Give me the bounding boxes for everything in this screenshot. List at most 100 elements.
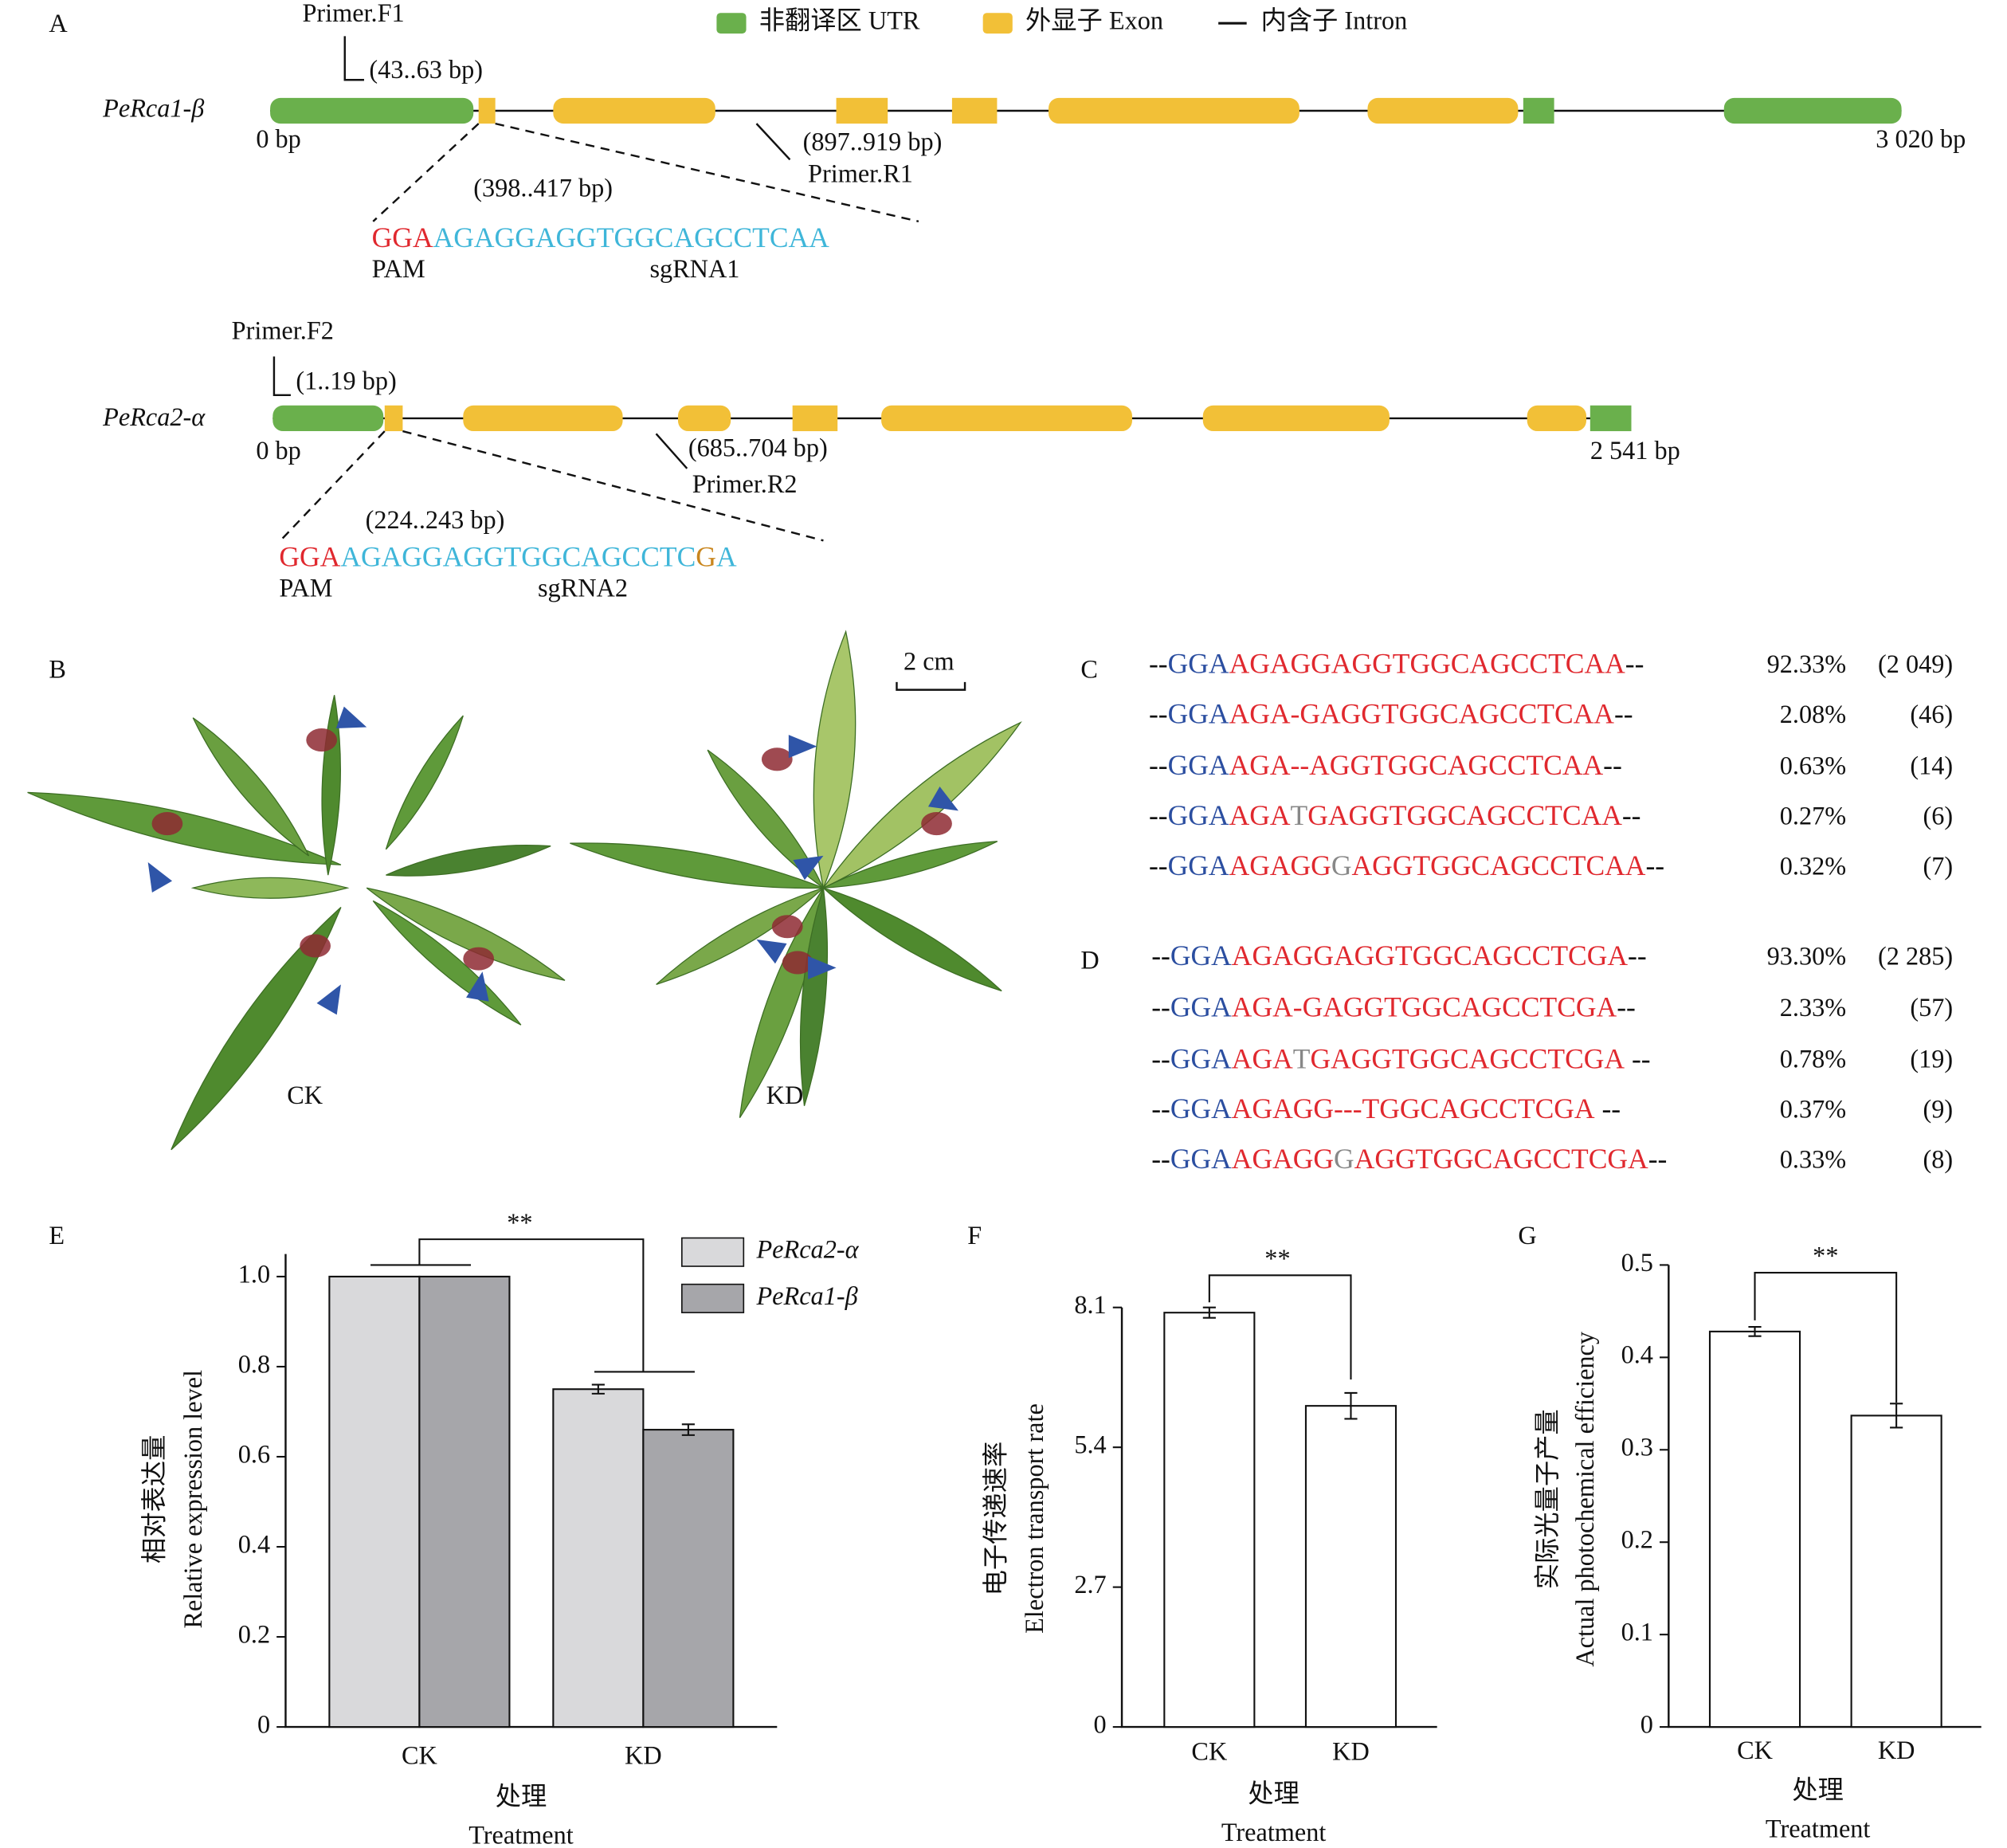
arrowhead (788, 735, 817, 759)
sequence-segment: A (716, 541, 737, 573)
sequence-segment: AGAGG---TGGCAGCCTCGA (1232, 1093, 1595, 1124)
primer-r: Primer.R2 (692, 469, 798, 498)
plant-label: KD (766, 1081, 804, 1109)
site-range: (398..417 bp) (473, 174, 613, 202)
legend-swatch (681, 1237, 745, 1267)
leaf (386, 845, 551, 877)
sequence-segment: GAGGTGGCAGCCTCGA (1310, 1042, 1625, 1074)
sequence-segment: GGA (279, 541, 340, 573)
x-axis-label: Treatment (1221, 1818, 1327, 1846)
sequence-segment: G (1331, 849, 1352, 881)
leaf (813, 630, 857, 890)
significance-label: ** (1264, 1244, 1290, 1273)
sequence-segment: -- (1617, 991, 1636, 1023)
start-label: 0 bp (256, 124, 301, 153)
sequence-segment: -- (1645, 849, 1664, 881)
percent: 0.63% (1780, 751, 1846, 780)
read-count: (7) (1923, 851, 1954, 880)
sgrna-label: sgRNA2 (538, 574, 628, 602)
y-tick-label: 1.0 (238, 1259, 270, 1288)
x-axis-label: 处理 (1248, 1779, 1299, 1808)
sequence-segment: GGA (1170, 940, 1232, 971)
zoom-lines (280, 430, 824, 542)
exon (553, 97, 715, 124)
site-range: (224..243 bp) (366, 505, 505, 534)
legend-swatch (982, 13, 1013, 34)
y-tick-label: 0 (1640, 1710, 1653, 1739)
utr (272, 405, 384, 432)
panel-label: E (49, 1221, 65, 1250)
exon (677, 405, 731, 432)
leaf (366, 887, 566, 981)
percent: 0.78% (1780, 1045, 1846, 1073)
y-axis-label: 电子传递速率 (981, 1442, 1009, 1596)
sequence-segment: G (696, 541, 716, 573)
sequence-segment: GGA (1168, 849, 1229, 881)
scale-bar-label: 2 cm (904, 647, 955, 676)
primer-leader (755, 123, 791, 161)
utr (1523, 97, 1554, 124)
read-count: (14) (1910, 751, 1953, 780)
primer-bracket (272, 356, 291, 397)
leaf (570, 842, 824, 889)
bar (1708, 1330, 1801, 1728)
y-axis-label: Electron transport rate (1020, 1403, 1049, 1634)
utr (270, 97, 474, 124)
bar (328, 1275, 421, 1728)
sequence-segment: AGA--AGGTGGCAGCCTCAA (1229, 749, 1604, 781)
y-tick-label: 2.7 (1074, 1570, 1106, 1599)
pam-label: PAM (279, 574, 332, 602)
arrowhead (793, 855, 824, 881)
y-tick-label: 8.1 (1074, 1290, 1106, 1319)
error-bar (1344, 1391, 1358, 1420)
red-band (921, 812, 952, 836)
y-tick-label: 0.5 (1621, 1248, 1653, 1277)
sequence: --GGAAGAGGAGGTGGCAGCCTCGA-- (1151, 940, 1647, 971)
read-count: (8) (1923, 1145, 1954, 1174)
read-count: (46) (1910, 700, 1953, 728)
bar (642, 1429, 735, 1728)
sequence-segment: -- (1151, 1093, 1170, 1124)
legend-label: 外显子 Exon (1025, 6, 1163, 35)
x-tick-label: CK (402, 1740, 437, 1769)
sequence-segment: GGA (1170, 1143, 1232, 1175)
percent: 0.37% (1780, 1095, 1846, 1124)
sequence-segment: -- (1149, 799, 1168, 831)
end-label: 2 541 bp (1590, 436, 1680, 465)
y-tick-label: 0.2 (1621, 1525, 1653, 1554)
exon (951, 97, 998, 124)
sequence-segment: -- (1151, 940, 1170, 971)
significance-bracket (1754, 1272, 1898, 1403)
leaf (385, 715, 464, 850)
sequence-segment: T (1291, 799, 1308, 831)
read-count: (2 049) (1878, 649, 1953, 678)
sequence-segment: AGAGGAGGTGGCAGCCTCGA (1232, 940, 1629, 971)
sequence-segment: AGAGG (1232, 1143, 1334, 1175)
red-band (300, 934, 331, 958)
percent: 92.33% (1767, 649, 1847, 678)
exon (1202, 405, 1390, 432)
panel-label: B (49, 654, 66, 683)
sequence: --GGAAGA-GAGGTGGCAGCCTCAA-- (1149, 698, 1633, 730)
significance-label: ** (1813, 1242, 1838, 1270)
read-count: (57) (1910, 993, 1953, 1022)
legend-label: PeRca1-β (755, 1281, 858, 1310)
y-tick-label: 0.3 (1621, 1433, 1653, 1462)
legend-label: PeRca2-α (755, 1235, 859, 1264)
x-axis-label: 处理 (496, 1782, 547, 1811)
exon (384, 405, 403, 432)
y-axis-label: 相对表达量 (139, 1435, 168, 1564)
y-tick-label: 0 (1094, 1710, 1107, 1739)
y-tick-label: 0.4 (238, 1529, 270, 1558)
sequence-segment: -- (1151, 1143, 1170, 1175)
zoom-lines (372, 122, 919, 223)
percent: 0.32% (1780, 851, 1846, 880)
sequence-segment: GGA (1168, 749, 1229, 781)
legend-label: 内含子 Intron (1260, 6, 1407, 35)
target-sequence: GGAAGAGGAGGTGGCAGCCTCAA (372, 222, 830, 253)
sequence-segment: -- (1614, 698, 1633, 730)
y-tick-label: 0.1 (1621, 1618, 1653, 1646)
error-bar (1890, 1403, 1903, 1429)
sequence: --GGAAGAGGAGGTGGCAGCCTCAA-- (1149, 648, 1644, 680)
